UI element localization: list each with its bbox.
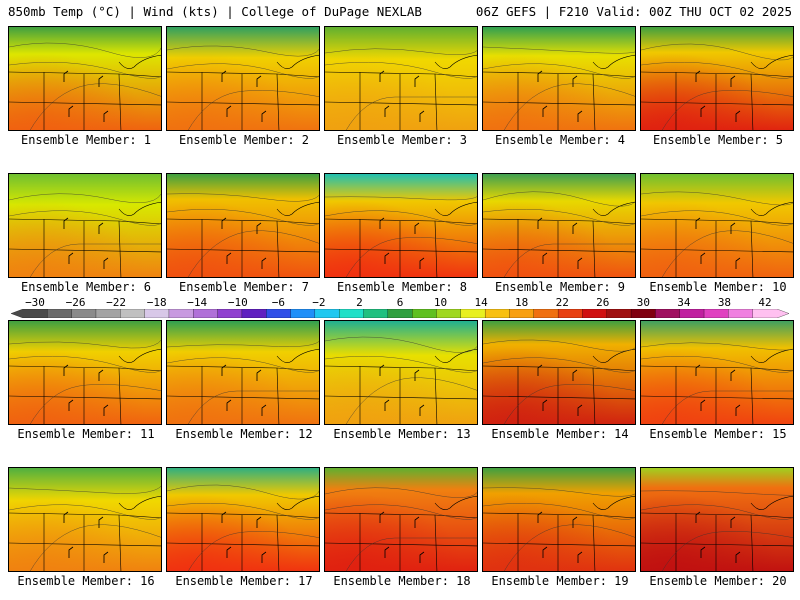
temperature-map	[324, 320, 478, 425]
colorbar-swatch	[168, 309, 194, 318]
colorbar-swatch	[557, 309, 584, 318]
colorbar-strip	[11, 309, 789, 318]
colorbar-tick-labels: −30 −26 −22 −18 −14 −10 −6 −2 2 6 10 14 18 22 26 30 34 38…	[11, 296, 789, 309]
temperature-map	[640, 467, 794, 572]
temperature-map	[482, 26, 636, 131]
colorbar-swatch	[71, 309, 97, 318]
temperature-map	[166, 173, 320, 278]
colorbar-swatch	[655, 309, 681, 318]
temperature-map	[8, 467, 162, 572]
header-title: 850mb Temp (°C) | Wind (kts) | College o…	[8, 4, 422, 19]
ensemble-member-label: Ensemble Member: 6	[20, 280, 152, 294]
colorbar-swatch	[703, 309, 730, 318]
temperature-map	[166, 26, 320, 131]
colorbar-swatch	[314, 309, 340, 318]
temperature-map	[8, 26, 162, 131]
colorbar-tick-label: −14	[187, 296, 208, 309]
colorbar-swatch	[509, 309, 535, 318]
colorbar-tick-label: 30	[636, 296, 650, 309]
colorbar-swatch	[95, 309, 121, 318]
colorbar-tick-label: −30	[25, 296, 45, 309]
temperature-map	[482, 320, 636, 425]
colorbar-swatch	[217, 309, 243, 318]
colorbar-swatch	[412, 309, 438, 318]
ensemble-member-label: Ensemble Member: 9	[494, 280, 626, 294]
colorbar-swatch	[144, 309, 170, 318]
colorbar-tick-label: 38	[717, 296, 732, 309]
ensemble-member-label: Ensemble Member: 20	[649, 574, 787, 588]
colorbar-tick-label: 34	[677, 296, 691, 309]
colorbar-swatch	[728, 309, 754, 318]
colorbar-swatch	[460, 309, 486, 318]
ensemble-member-label: Ensemble Member: 16	[17, 574, 155, 588]
temperature-map	[482, 173, 636, 278]
temperature-map	[640, 173, 794, 278]
colorbar-swatch	[363, 309, 389, 318]
ensemble-member-label: Ensemble Member: 11	[17, 427, 155, 441]
colorbar-tick-label: 6	[396, 296, 404, 309]
colorbar-tick-label: 10	[433, 296, 448, 309]
colorbar-swatch	[339, 309, 365, 318]
ensemble-member-label: Ensemble Member: 8	[336, 280, 468, 294]
ensemble-member-label: Ensemble Member: 14	[491, 427, 629, 441]
colorbar-tick-label: 26	[596, 296, 610, 309]
colorbar-swatch	[120, 309, 146, 318]
colorbar-tick-label: −6	[271, 296, 285, 309]
temperature-map	[324, 173, 478, 278]
ensemble-member-label: Ensemble Member: 4	[494, 133, 626, 147]
colorbar: −30 −26 −22 −18 −14 −10 −6 −2 2 6 10 14 18 22 26 30 34 38…	[11, 296, 789, 320]
colorbar-tick-label: 14	[474, 296, 488, 309]
colorbar-swatch	[47, 309, 73, 318]
ensemble-member-label: Ensemble Member: 10	[649, 280, 787, 294]
ensemble-member-label: Ensemble Member: 15	[649, 427, 787, 441]
temperature-map	[640, 26, 794, 131]
temperature-map	[324, 467, 478, 572]
colorbar-swatch	[582, 309, 608, 318]
colorbar-tick-label: 2	[356, 296, 363, 309]
temperature-map	[640, 320, 794, 425]
ensemble-member-label: Ensemble Member: 3	[336, 133, 468, 147]
temperature-map	[8, 173, 162, 278]
colorbar-swatch	[193, 309, 219, 318]
ensemble-member-label: Ensemble Member: 1	[20, 133, 152, 147]
temperature-map	[166, 467, 320, 572]
colorbar-swatch	[679, 309, 705, 318]
colorbar-swatch	[533, 309, 559, 318]
colorbar-tick-label: −26	[65, 296, 86, 309]
ensemble-member-label: Ensemble Member: 7	[178, 280, 310, 294]
colorbar-tick-label: 18	[515, 296, 529, 309]
colorbar-swatch	[241, 309, 267, 318]
ensemble-member-label: Ensemble Member: 19	[491, 574, 629, 588]
temperature-map	[324, 26, 478, 131]
temperature-map	[166, 320, 320, 425]
colorbar-swatch	[606, 309, 632, 318]
colorbar-swatch	[11, 309, 48, 318]
ensemble-member-label: Ensemble Member: 12	[175, 427, 313, 441]
colorbar-swatch	[266, 309, 292, 318]
colorbar-tick-label: −2	[312, 296, 326, 309]
ensemble-member-label: Ensemble Member: 5	[652, 133, 784, 147]
ensemble-member-label: Ensemble Member: 13	[333, 427, 471, 441]
colorbar-swatch	[387, 309, 413, 318]
ensemble-member-label: Ensemble Member: 17	[175, 574, 313, 588]
header-run-info: 06Z GEFS | F210 Valid: 00Z THU OCT 02 20…	[475, 4, 792, 19]
colorbar-tick-label: 42	[758, 296, 772, 309]
colorbar-tick-label: −10	[227, 296, 248, 309]
colorbar-tick-label: −22	[106, 296, 127, 309]
colorbar-swatch	[290, 309, 316, 318]
colorbar-tick-label: −18	[146, 296, 167, 309]
ensemble-member-label: Ensemble Member: 18	[333, 574, 471, 588]
colorbar-swatch	[630, 309, 657, 318]
colorbar-tick-label: 22	[555, 296, 569, 309]
colorbar-swatch	[436, 309, 462, 318]
colorbar-swatch	[484, 309, 511, 318]
temperature-map	[482, 467, 636, 572]
colorbar-swatch	[752, 309, 789, 318]
temperature-map	[8, 320, 162, 425]
ensemble-member-label: Ensemble Member: 2	[178, 133, 310, 147]
